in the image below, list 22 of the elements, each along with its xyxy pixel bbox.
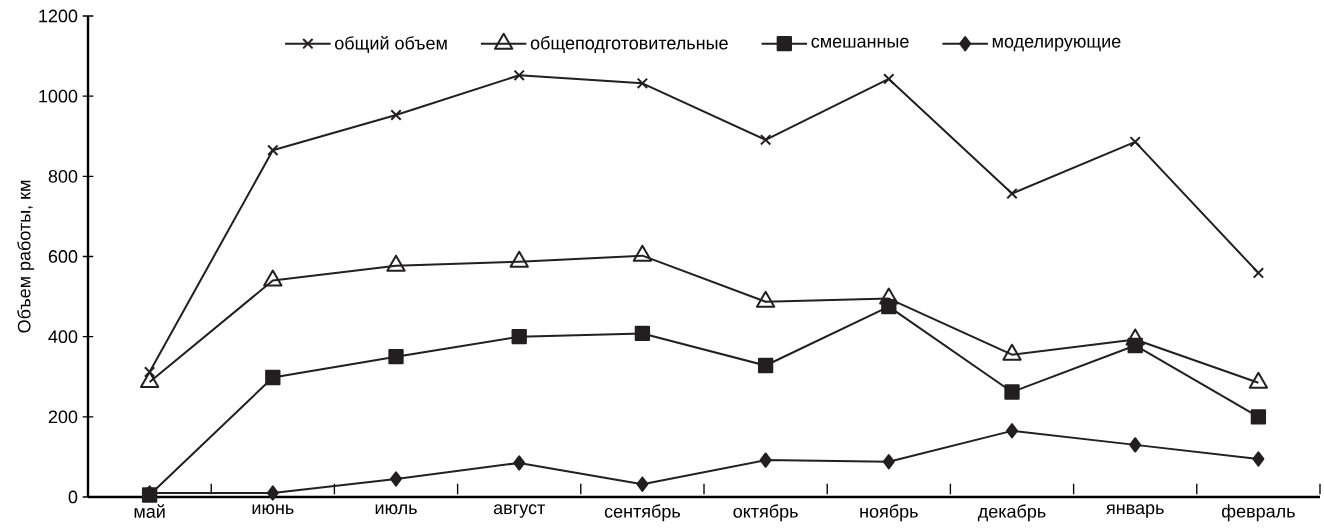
x-tick-label: декабрь <box>977 504 1046 522</box>
y-tick-label: 200 <box>48 410 78 424</box>
legend-label: моделирующие <box>992 37 1121 52</box>
y-tick-label: 1000 <box>39 89 78 103</box>
x-tick-label: январь <box>1106 504 1164 518</box>
x-tick-label: июль <box>375 504 417 515</box>
x-tick-label: сентябрь <box>604 504 680 522</box>
y-tick-label: 0 <box>68 490 78 504</box>
y-tick-label: 800 <box>48 169 78 183</box>
y-tick-label: 600 <box>48 250 78 263</box>
legend-label: общий объем <box>335 36 447 53</box>
x-tick-label: февраль <box>1222 504 1295 522</box>
y-tick-label: 1200 <box>39 9 78 23</box>
x-tick-label: май <box>134 504 165 518</box>
y-axis-title: Объем работы, км <box>17 180 35 333</box>
x-tick-label: ноябрь <box>860 504 918 522</box>
y-tick-label: 400 <box>48 330 78 344</box>
x-tick-label: июнь <box>252 504 294 515</box>
legend-label: смешанные <box>811 37 909 48</box>
x-tick-label: октябрь <box>733 504 798 522</box>
legend-label: общеподготовительные <box>530 36 728 53</box>
x-tick-label: август <box>493 504 545 518</box>
